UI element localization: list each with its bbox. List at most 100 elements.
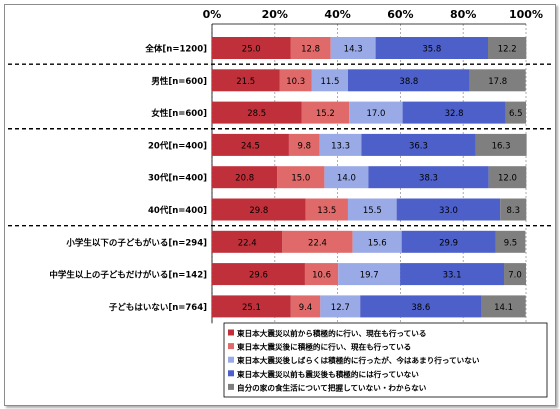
data-label: 38.8 bbox=[399, 77, 418, 87]
data-label: 36.3 bbox=[409, 141, 428, 151]
data-label: 12.7 bbox=[331, 303, 350, 313]
legend-label: 東日本大震災以前から積極的に行い、現在も行っている bbox=[237, 328, 426, 338]
data-label: 38.3 bbox=[419, 174, 438, 184]
data-label: 29.6 bbox=[249, 271, 268, 281]
bar-segment bbox=[504, 263, 526, 286]
data-label: 8.3 bbox=[507, 206, 521, 216]
legend-swatch bbox=[228, 383, 234, 390]
data-label: 35.8 bbox=[422, 45, 441, 55]
category-label: 女性[n=600] bbox=[151, 108, 207, 119]
bar-segment bbox=[338, 263, 401, 286]
data-label: 25.1 bbox=[242, 303, 261, 313]
legend-label: 東日本大震災以前も震災後も積極的には行っていない bbox=[237, 369, 419, 379]
data-label: 15.6 bbox=[368, 238, 387, 248]
legend-swatch bbox=[228, 370, 234, 377]
bar-segment bbox=[212, 230, 283, 253]
data-label: 9.4 bbox=[299, 303, 313, 313]
bar-segment bbox=[320, 295, 361, 318]
bar-segment bbox=[290, 295, 321, 318]
bar-segment bbox=[500, 198, 527, 221]
bar-segment bbox=[488, 166, 527, 189]
data-label: 14.1 bbox=[494, 303, 513, 313]
bar-segment bbox=[212, 295, 291, 318]
x-tick-label: 0% bbox=[203, 8, 222, 21]
data-label: 29.9 bbox=[439, 238, 458, 248]
data-label: 33.0 bbox=[439, 206, 458, 216]
legend-box bbox=[223, 322, 548, 398]
bar-segment bbox=[212, 166, 278, 189]
data-label: 17.0 bbox=[366, 109, 385, 119]
data-label: 21.5 bbox=[236, 77, 255, 87]
stacked-bar-chart: 0% 20% 40% 60% 80% 100% 全体[n=1200] 25.0 12.8 14.3… bbox=[8, 8, 552, 398]
bar-segment bbox=[488, 37, 527, 59]
bar-segment bbox=[400, 263, 505, 286]
data-label: 32.8 bbox=[445, 109, 464, 119]
bar-segment bbox=[495, 230, 526, 253]
category-label: 全体[n=1200] bbox=[144, 44, 207, 55]
bar-segment bbox=[368, 166, 489, 189]
data-label: 9.8 bbox=[298, 141, 312, 151]
data-label: 12.0 bbox=[498, 174, 517, 184]
data-label: 15.2 bbox=[316, 109, 335, 119]
data-label: 15.0 bbox=[291, 174, 310, 184]
legend-swatch bbox=[228, 343, 234, 350]
data-label: 33.1 bbox=[443, 271, 462, 281]
bar-segment bbox=[324, 166, 369, 189]
bar-segment bbox=[347, 69, 470, 92]
data-label: 38.6 bbox=[411, 303, 430, 313]
bar-segment bbox=[347, 198, 397, 221]
bar-segment bbox=[282, 230, 353, 253]
bar-segment bbox=[360, 295, 482, 318]
category-label: 40代[n=400] bbox=[148, 205, 207, 216]
chart-frame: 0% 20% 40% 60% 80% 100% 全体[n=1200] 25.0 12.8 14.3… bbox=[4, 4, 556, 406]
data-label: 22.4 bbox=[308, 238, 327, 248]
data-label: 16.3 bbox=[492, 141, 511, 151]
data-label: 14.0 bbox=[337, 174, 356, 184]
data-label: 28.5 bbox=[247, 109, 266, 119]
legend-swatch bbox=[228, 329, 234, 336]
data-label: 15.5 bbox=[363, 206, 382, 216]
category-label: 20代[n=400] bbox=[148, 140, 207, 151]
data-label: 29.8 bbox=[249, 206, 268, 216]
category-label: 子どもはいない[n=764] bbox=[109, 302, 207, 313]
bar-segment bbox=[305, 198, 348, 221]
bar-segment bbox=[212, 263, 305, 286]
legend-label: 自分の家の食生活について把握していない・わからない bbox=[237, 382, 427, 392]
data-label: 13.5 bbox=[317, 206, 336, 216]
x-tick-label: 100% bbox=[509, 8, 543, 21]
bar-segment bbox=[212, 101, 302, 124]
data-label: 25.0 bbox=[242, 45, 261, 55]
bar-segment bbox=[212, 37, 291, 59]
bar-segment bbox=[475, 133, 527, 156]
data-label: 9.5 bbox=[504, 238, 518, 248]
legend-label: 東日本大震災後しばらくは積極的に行ったが、今はあまり行っていない bbox=[237, 355, 480, 365]
data-label: 12.8 bbox=[301, 45, 320, 55]
bar-segment bbox=[375, 37, 489, 59]
x-tick-label: 60% bbox=[387, 8, 413, 21]
bar-segment bbox=[212, 198, 306, 221]
bar-segment bbox=[349, 101, 403, 124]
bar-segment bbox=[330, 37, 376, 59]
bar-segment bbox=[304, 263, 339, 286]
bar-segment bbox=[505, 101, 526, 124]
data-label: 12.2 bbox=[498, 45, 517, 55]
bar-segment bbox=[361, 133, 476, 156]
x-tick-label: 40% bbox=[324, 8, 350, 21]
data-label: 7.0 bbox=[508, 271, 522, 281]
data-label: 13.3 bbox=[331, 141, 350, 151]
bar-segment bbox=[319, 133, 362, 156]
legend-swatch bbox=[228, 356, 234, 363]
data-label: 20.8 bbox=[235, 174, 254, 184]
bar-segment bbox=[288, 133, 320, 156]
legend-label: 東日本大震災後に積極的に行い、現在も行っている bbox=[237, 342, 411, 352]
data-label: 10.6 bbox=[312, 271, 331, 281]
bar-segment bbox=[481, 295, 526, 318]
data-label: 19.7 bbox=[360, 271, 379, 281]
bar-segment bbox=[352, 230, 402, 253]
category-label: 男性[n=600] bbox=[151, 76, 207, 87]
bar-segment bbox=[311, 69, 348, 92]
x-tick-label: 20% bbox=[262, 8, 288, 21]
bar-segment bbox=[212, 69, 280, 92]
bar-segment bbox=[279, 69, 312, 92]
data-label: 10.3 bbox=[286, 77, 305, 87]
